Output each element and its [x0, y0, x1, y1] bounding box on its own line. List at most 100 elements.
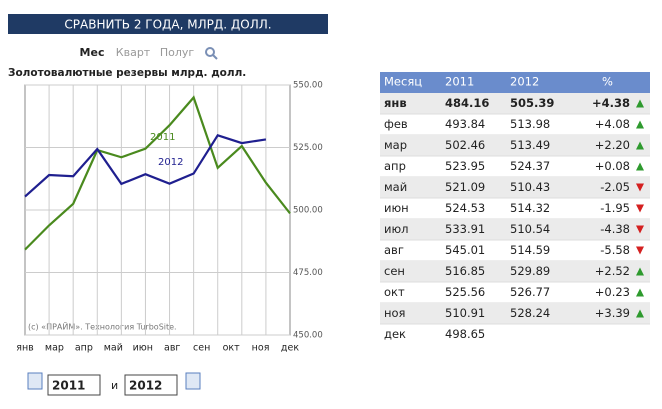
- down-arrow: [636, 204, 644, 213]
- chart-title: Золотовалютные резервы млрд. долл.: [8, 67, 246, 79]
- cell: +4.08: [595, 117, 630, 131]
- calendar-icon[interactable]: [27, 372, 43, 390]
- table-header: [380, 72, 650, 93]
- cell: 505.39: [510, 96, 554, 110]
- row-bg: [380, 93, 650, 114]
- x-tick-label: дек: [281, 343, 299, 354]
- cell: +2.52: [595, 264, 630, 278]
- row-bg: [380, 261, 650, 282]
- cell: апр: [384, 159, 406, 173]
- down-arrow: [636, 183, 644, 192]
- cell: 523.95: [445, 159, 485, 173]
- cell: 510.91: [445, 306, 485, 320]
- column-header: %: [602, 75, 613, 89]
- cell: 513.49: [510, 138, 550, 152]
- cell: 533.91: [445, 222, 485, 236]
- x-tick-label: май: [104, 343, 123, 354]
- x-tick-label: авг: [164, 343, 180, 354]
- controls: 2011 и 2012: [27, 372, 201, 396]
- up-arrow: [636, 288, 644, 297]
- cell: фев: [384, 117, 408, 131]
- year-input-value[interactable]: 2012: [129, 379, 162, 393]
- column-header: 2011: [445, 75, 474, 89]
- cell: 545.01: [445, 243, 485, 257]
- x-tick-label: ноя: [252, 343, 270, 354]
- row-bg: [380, 177, 650, 198]
- cell: дек: [384, 327, 406, 341]
- down-arrow: [636, 225, 644, 234]
- x-tick-label: апр: [75, 343, 93, 354]
- up-arrow: [636, 141, 644, 150]
- column-header: Месяц: [384, 75, 422, 89]
- conjunction: и: [111, 379, 118, 392]
- cell: 513.98: [510, 117, 550, 131]
- cell: 524.37: [510, 159, 550, 173]
- cell: ноя: [384, 306, 405, 320]
- cell: +3.39: [595, 306, 630, 320]
- cell: 493.84: [445, 117, 485, 131]
- cell: 528.24: [510, 306, 550, 320]
- cell: июл: [384, 222, 409, 236]
- cell: авг: [384, 243, 404, 257]
- cell: сен: [384, 264, 405, 278]
- cell: 498.65: [445, 327, 485, 341]
- y-tick-label: 550.00: [293, 81, 323, 91]
- series-line: [24, 133, 267, 198]
- cell: 526.77: [510, 285, 550, 299]
- cell: -4.38: [600, 222, 630, 236]
- cell: 529.89: [510, 264, 550, 278]
- column-header: 2012: [510, 75, 539, 89]
- cell: 521.09: [445, 180, 485, 194]
- row-bg: [380, 303, 650, 324]
- calendar-icon[interactable]: [185, 372, 201, 390]
- cell: 484.16: [445, 96, 489, 110]
- cell: +4.38: [592, 96, 630, 110]
- cell: 510.54: [510, 222, 550, 236]
- y-tick-label: 525.00: [293, 143, 323, 153]
- cell: -5.58: [600, 243, 630, 257]
- year-input-value[interactable]: 2011: [52, 379, 85, 393]
- year-input[interactable]: [124, 374, 178, 396]
- cell: 524.53: [445, 201, 485, 215]
- up-arrow: [636, 309, 644, 318]
- y-tick-label: 475.00: [293, 268, 323, 278]
- year-input[interactable]: [47, 374, 101, 396]
- cell: 514.59: [510, 243, 550, 257]
- header-bar: [8, 14, 328, 34]
- y-tick-label: 450.00: [293, 331, 323, 341]
- cell: -2.05: [600, 180, 630, 194]
- cell: 525.56: [445, 285, 485, 299]
- up-arrow: [636, 99, 644, 108]
- header-title: СРАВНИТЬ 2 ГОДА, МЛРД. ДОЛЛ.: [64, 18, 271, 32]
- x-tick-label: мар: [45, 343, 64, 354]
- cell: 510.43: [510, 180, 550, 194]
- tab[interactable]: Полуг: [160, 46, 195, 59]
- cell: +2.20: [595, 138, 630, 152]
- search-icon[interactable]: [205, 47, 218, 60]
- x-tick-label: сен: [193, 343, 210, 354]
- x-tick-label: окт: [223, 343, 241, 354]
- series-line: [24, 95, 291, 251]
- cell: янв: [384, 96, 407, 110]
- cell: 516.85: [445, 264, 485, 278]
- x-tick-label: янв: [16, 343, 34, 354]
- cell: +0.08: [595, 159, 630, 173]
- up-arrow: [636, 162, 644, 171]
- series-label: 2012: [158, 157, 183, 168]
- up-arrow: [636, 267, 644, 276]
- cell: 502.46: [445, 138, 485, 152]
- cell: 514.32: [510, 201, 550, 215]
- cell: -1.95: [600, 201, 630, 215]
- x-tick-label: июн: [133, 343, 153, 354]
- cell: +0.23: [595, 285, 630, 299]
- copyright: (c) «ПРАЙМ». Технология TurboSite.: [28, 321, 177, 332]
- tab[interactable]: Мес: [80, 46, 105, 59]
- series-label: 2011: [150, 132, 175, 143]
- row-bg: [380, 219, 650, 240]
- down-arrow: [636, 246, 644, 255]
- cell: май: [384, 180, 407, 194]
- cell: мар: [384, 138, 407, 152]
- tab[interactable]: Кварт: [116, 46, 151, 59]
